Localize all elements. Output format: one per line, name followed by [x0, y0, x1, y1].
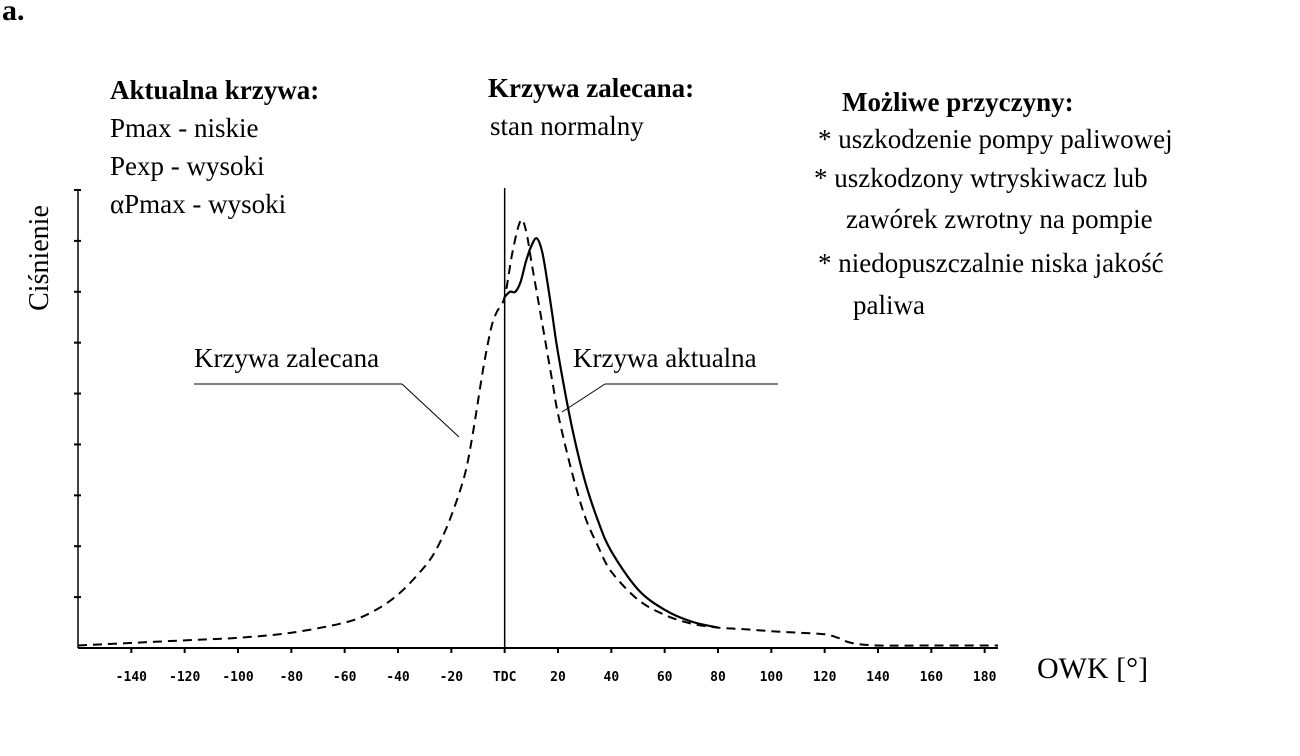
actual-curve-line-2: Pexp - wysoki	[110, 151, 265, 181]
x-tick-label: 120	[813, 670, 837, 685]
causes-heading: Możliwe przyczyny:	[842, 87, 1074, 117]
x-tick-label: 160	[920, 670, 944, 685]
x-axis-label: OWK [°]	[1037, 652, 1148, 685]
x-tick-label: 60	[657, 670, 673, 685]
cause-line-1: * uszkodzenie pompy paliwowej	[818, 124, 1173, 154]
x-tick-label: -100	[222, 670, 253, 685]
actual-annotation-leader	[561, 383, 606, 413]
actual-curve-heading: Aktualna krzywa:	[110, 75, 319, 105]
x-tick-label: 40	[604, 670, 620, 685]
x-tick-label: -120	[169, 670, 200, 685]
x-tick-label: -140	[116, 670, 147, 685]
x-tick-label: -80	[280, 670, 304, 685]
actual-curve-line-1: Pmax - niskie	[110, 113, 259, 143]
recommended-annotation-leader	[401, 383, 460, 438]
cause-line-3: zawórek zwrotny na pompie	[846, 204, 1153, 234]
x-tick-label: 20	[550, 670, 566, 685]
x-tick-label: TDC	[493, 670, 516, 685]
actual-curve-annotation: Krzywa aktualna	[573, 343, 757, 373]
cause-line-2: * uszkodzony wtryskiwacz lub	[814, 163, 1148, 193]
curves	[77, 218, 998, 647]
x-tick-label: 180	[973, 670, 997, 685]
y-axis-label: Ciśnienie	[24, 205, 55, 311]
x-tick-label: -40	[386, 670, 410, 685]
x-tick-label: 140	[866, 670, 890, 685]
recommended-curve-annotation: Krzywa zalecana	[194, 343, 379, 373]
cause-line-5: paliwa	[853, 290, 925, 320]
x-tick-label: -20	[440, 670, 464, 685]
axes: -140 -120 -100 -80 -60 -40 -20 TDC 20 40 60 80 100 12…	[74, 188, 998, 685]
recommended-curve-line	[77, 218, 998, 647]
cause-line-4: * niedopuszczalnie niska jakość	[818, 248, 1164, 278]
figure-label: a.	[2, 0, 25, 27]
x-tick-label: 80	[710, 670, 726, 685]
actual-curve-line	[503, 237, 719, 629]
x-tick-label: -60	[333, 670, 357, 685]
actual-curve-line-3: αPmax - wysoki	[110, 189, 286, 219]
recommended-curve-line-1: stan normalny	[490, 111, 644, 141]
recommended-curve-heading: Krzywa zalecana:	[488, 73, 694, 103]
x-tick-label: 100	[760, 670, 784, 685]
